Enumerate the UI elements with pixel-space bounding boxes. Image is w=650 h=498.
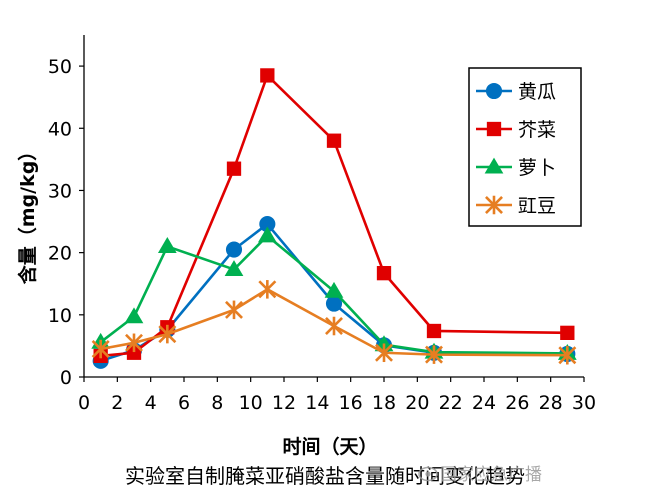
data-point [226, 161, 242, 176]
y-tick-label: 10 [48, 305, 72, 327]
x-tick-label: 12 [272, 392, 296, 414]
x-tick-label: 22 [439, 392, 463, 414]
legend-item: 芥菜 [476, 119, 556, 141]
series-1 [93, 68, 575, 364]
data-point [125, 333, 143, 353]
y-axis-label: 含量（mg/kg） [16, 142, 39, 285]
legend-label: 芥菜 [518, 119, 556, 141]
data-point [485, 82, 503, 100]
y-tick-label: 30 [48, 180, 72, 202]
watermark-text: 国家应急广播 [440, 465, 542, 485]
legend-label: 黄瓜 [518, 81, 556, 103]
x-tick-label: 4 [145, 392, 157, 414]
data-point [326, 133, 342, 148]
data-point [376, 266, 392, 281]
data-point [484, 157, 504, 174]
data-point [126, 345, 142, 360]
series-2 [91, 226, 577, 360]
series-layer [91, 68, 577, 369]
x-tick-label: 30 [572, 392, 596, 414]
data-point [124, 307, 144, 324]
data-point [560, 325, 575, 341]
y-tick-label: 50 [48, 56, 72, 78]
x-tick-label: 8 [211, 392, 223, 414]
x-axis-label: 时间（天） [282, 435, 377, 458]
broadcast-logo-icon [418, 466, 438, 482]
data-point [425, 345, 443, 364]
series-3 [91, 280, 577, 365]
legend-label: 豇豆 [518, 195, 556, 217]
x-tick-label: 16 [339, 392, 363, 414]
data-point [157, 237, 177, 253]
data-point [426, 323, 442, 339]
data-point [224, 260, 244, 276]
figure-caption: 实验室自制腌菜亚硝酸盐含量随时间变化趋势 [125, 464, 525, 488]
data-point [375, 343, 393, 363]
x-tick-label: 2 [111, 392, 123, 414]
x-tick-label: 10 [239, 392, 263, 414]
data-point [225, 300, 243, 320]
x-tick-label: 0 [78, 392, 90, 414]
data-point [325, 316, 343, 336]
data-point [558, 345, 577, 365]
y-tick-label: 20 [48, 243, 72, 265]
x-tick-label: 20 [405, 392, 429, 414]
x-tick-label: 18 [372, 392, 396, 414]
data-point [91, 339, 110, 359]
legend-label: 萝卜 [518, 157, 556, 179]
y-tick-label: 0 [60, 367, 72, 389]
data-point [158, 324, 177, 344]
legend-item: 萝卜 [476, 157, 556, 179]
y-tick-label: 40 [48, 118, 72, 140]
x-tick-label: 28 [539, 392, 563, 414]
data-point [486, 121, 502, 137]
x-tick-label: 24 [472, 392, 496, 414]
data-point [225, 241, 243, 258]
x-tick-label: 14 [305, 392, 329, 414]
legend-item: 豇豆 [476, 195, 556, 217]
x-tick-label: 26 [505, 392, 529, 414]
data-point [258, 280, 277, 299]
watermark: 国家应急广播 [418, 460, 542, 485]
data-point [324, 281, 344, 298]
data-point [485, 195, 503, 215]
data-point [325, 295, 343, 312]
data-point [257, 226, 277, 243]
data-point [259, 215, 276, 233]
x-tick-label: 6 [178, 392, 190, 414]
legend-item: 黄瓜 [476, 81, 556, 103]
data-point [260, 68, 275, 83]
